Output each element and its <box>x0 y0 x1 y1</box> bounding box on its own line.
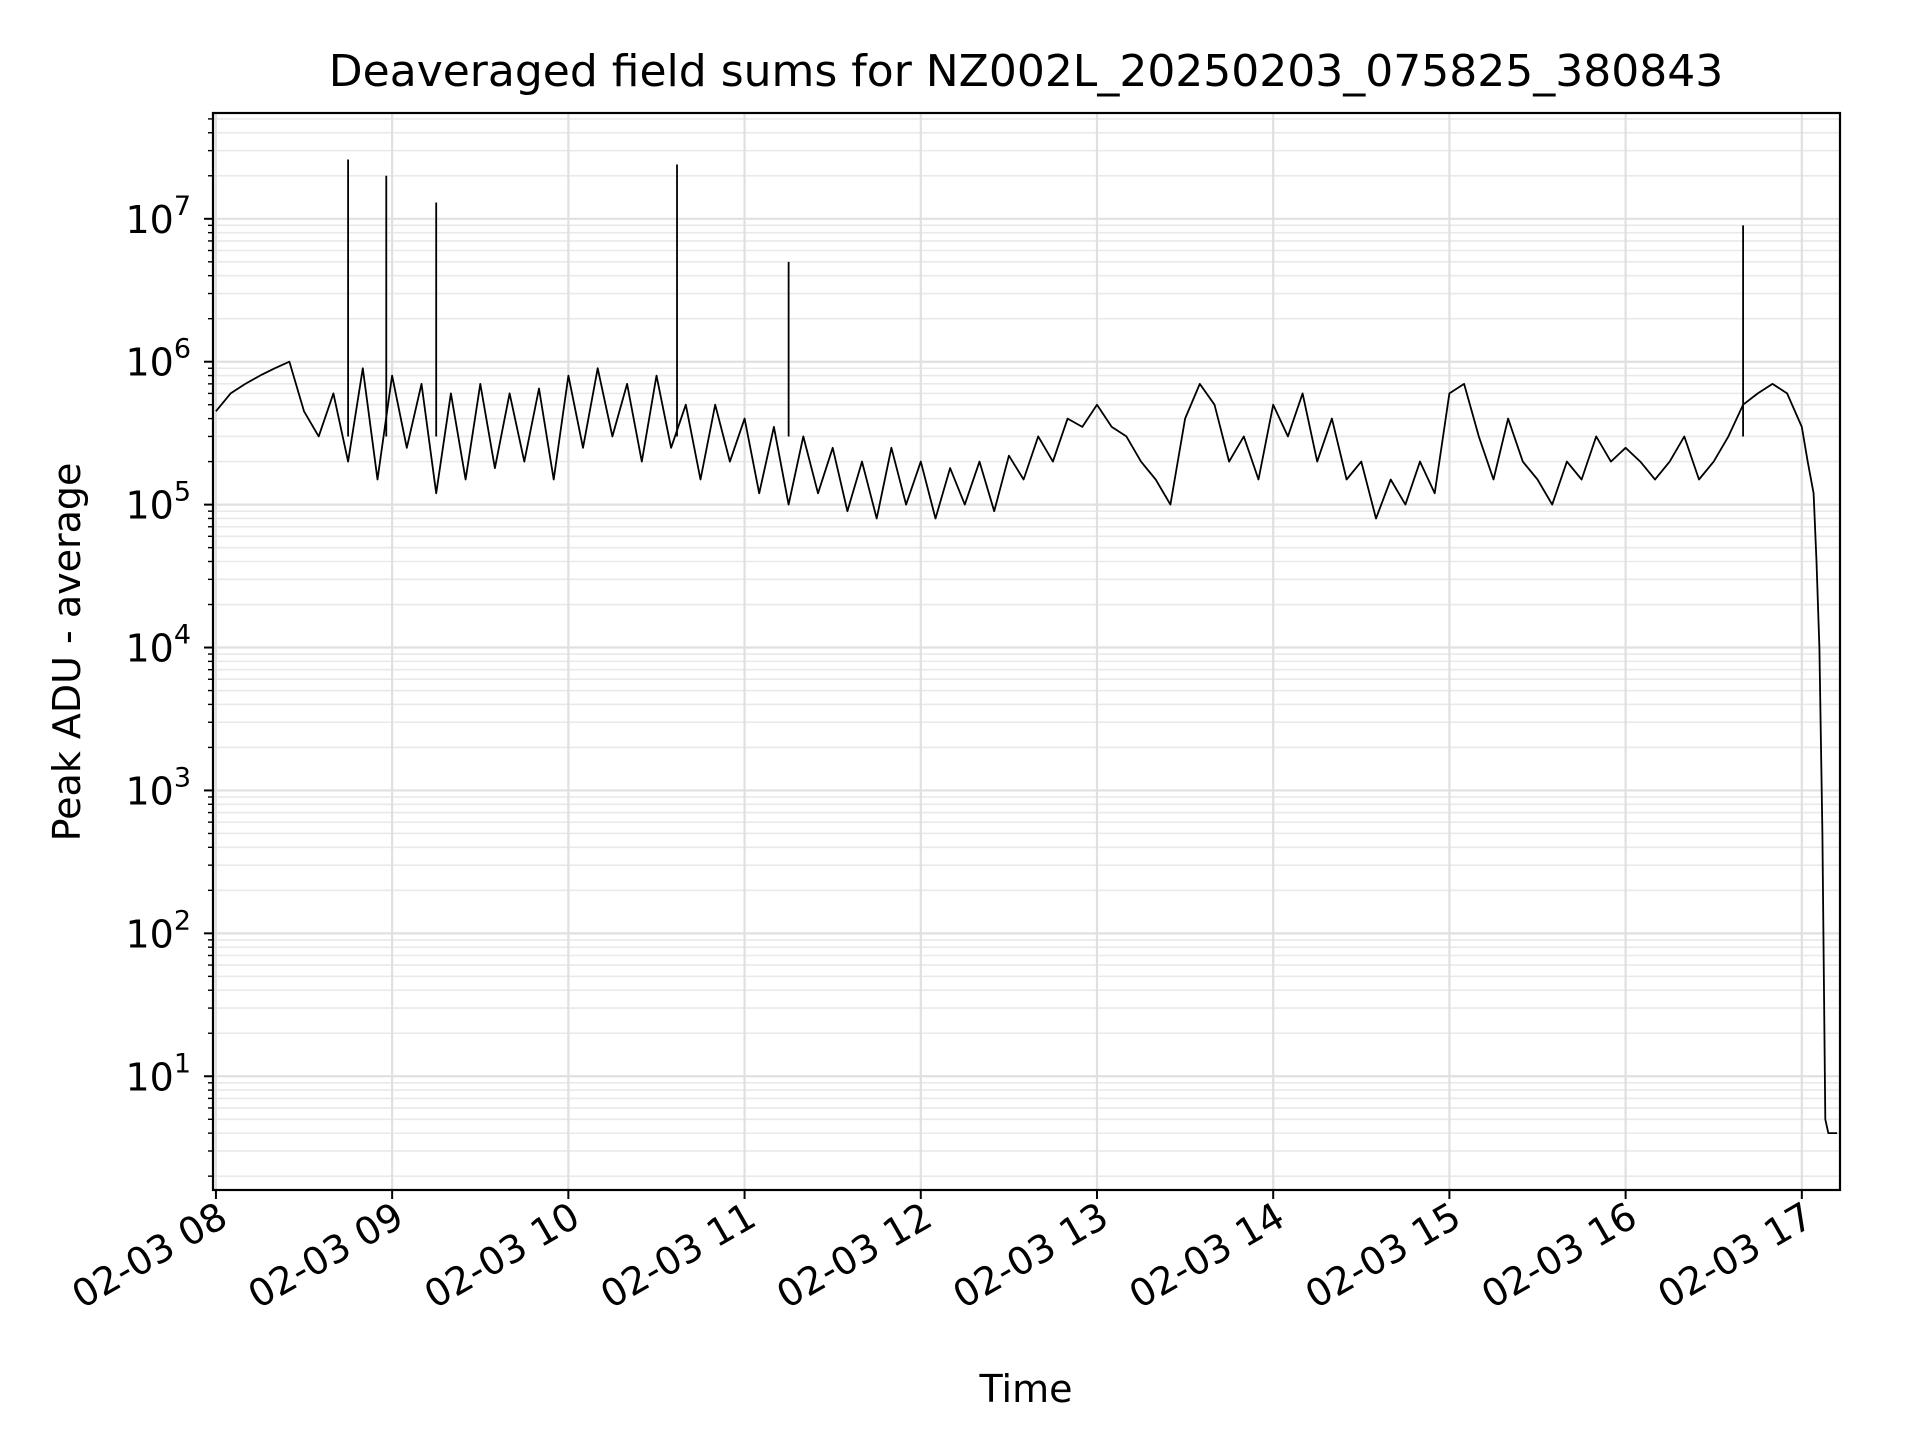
x-axis-label: Time <box>979 1367 1073 1411</box>
series-layer <box>215 159 1838 1134</box>
y-tick-label: 105 <box>125 477 191 528</box>
grid-layer <box>213 113 1840 1190</box>
series-line <box>215 360 1838 1134</box>
y-tick-label: 103 <box>125 762 191 813</box>
plot-frame <box>211 111 1842 1192</box>
chart-title: Deaveraged field sums for NZ002L_2025020… <box>329 46 1723 97</box>
y-axis-label: Peak ADU - average <box>45 463 89 842</box>
